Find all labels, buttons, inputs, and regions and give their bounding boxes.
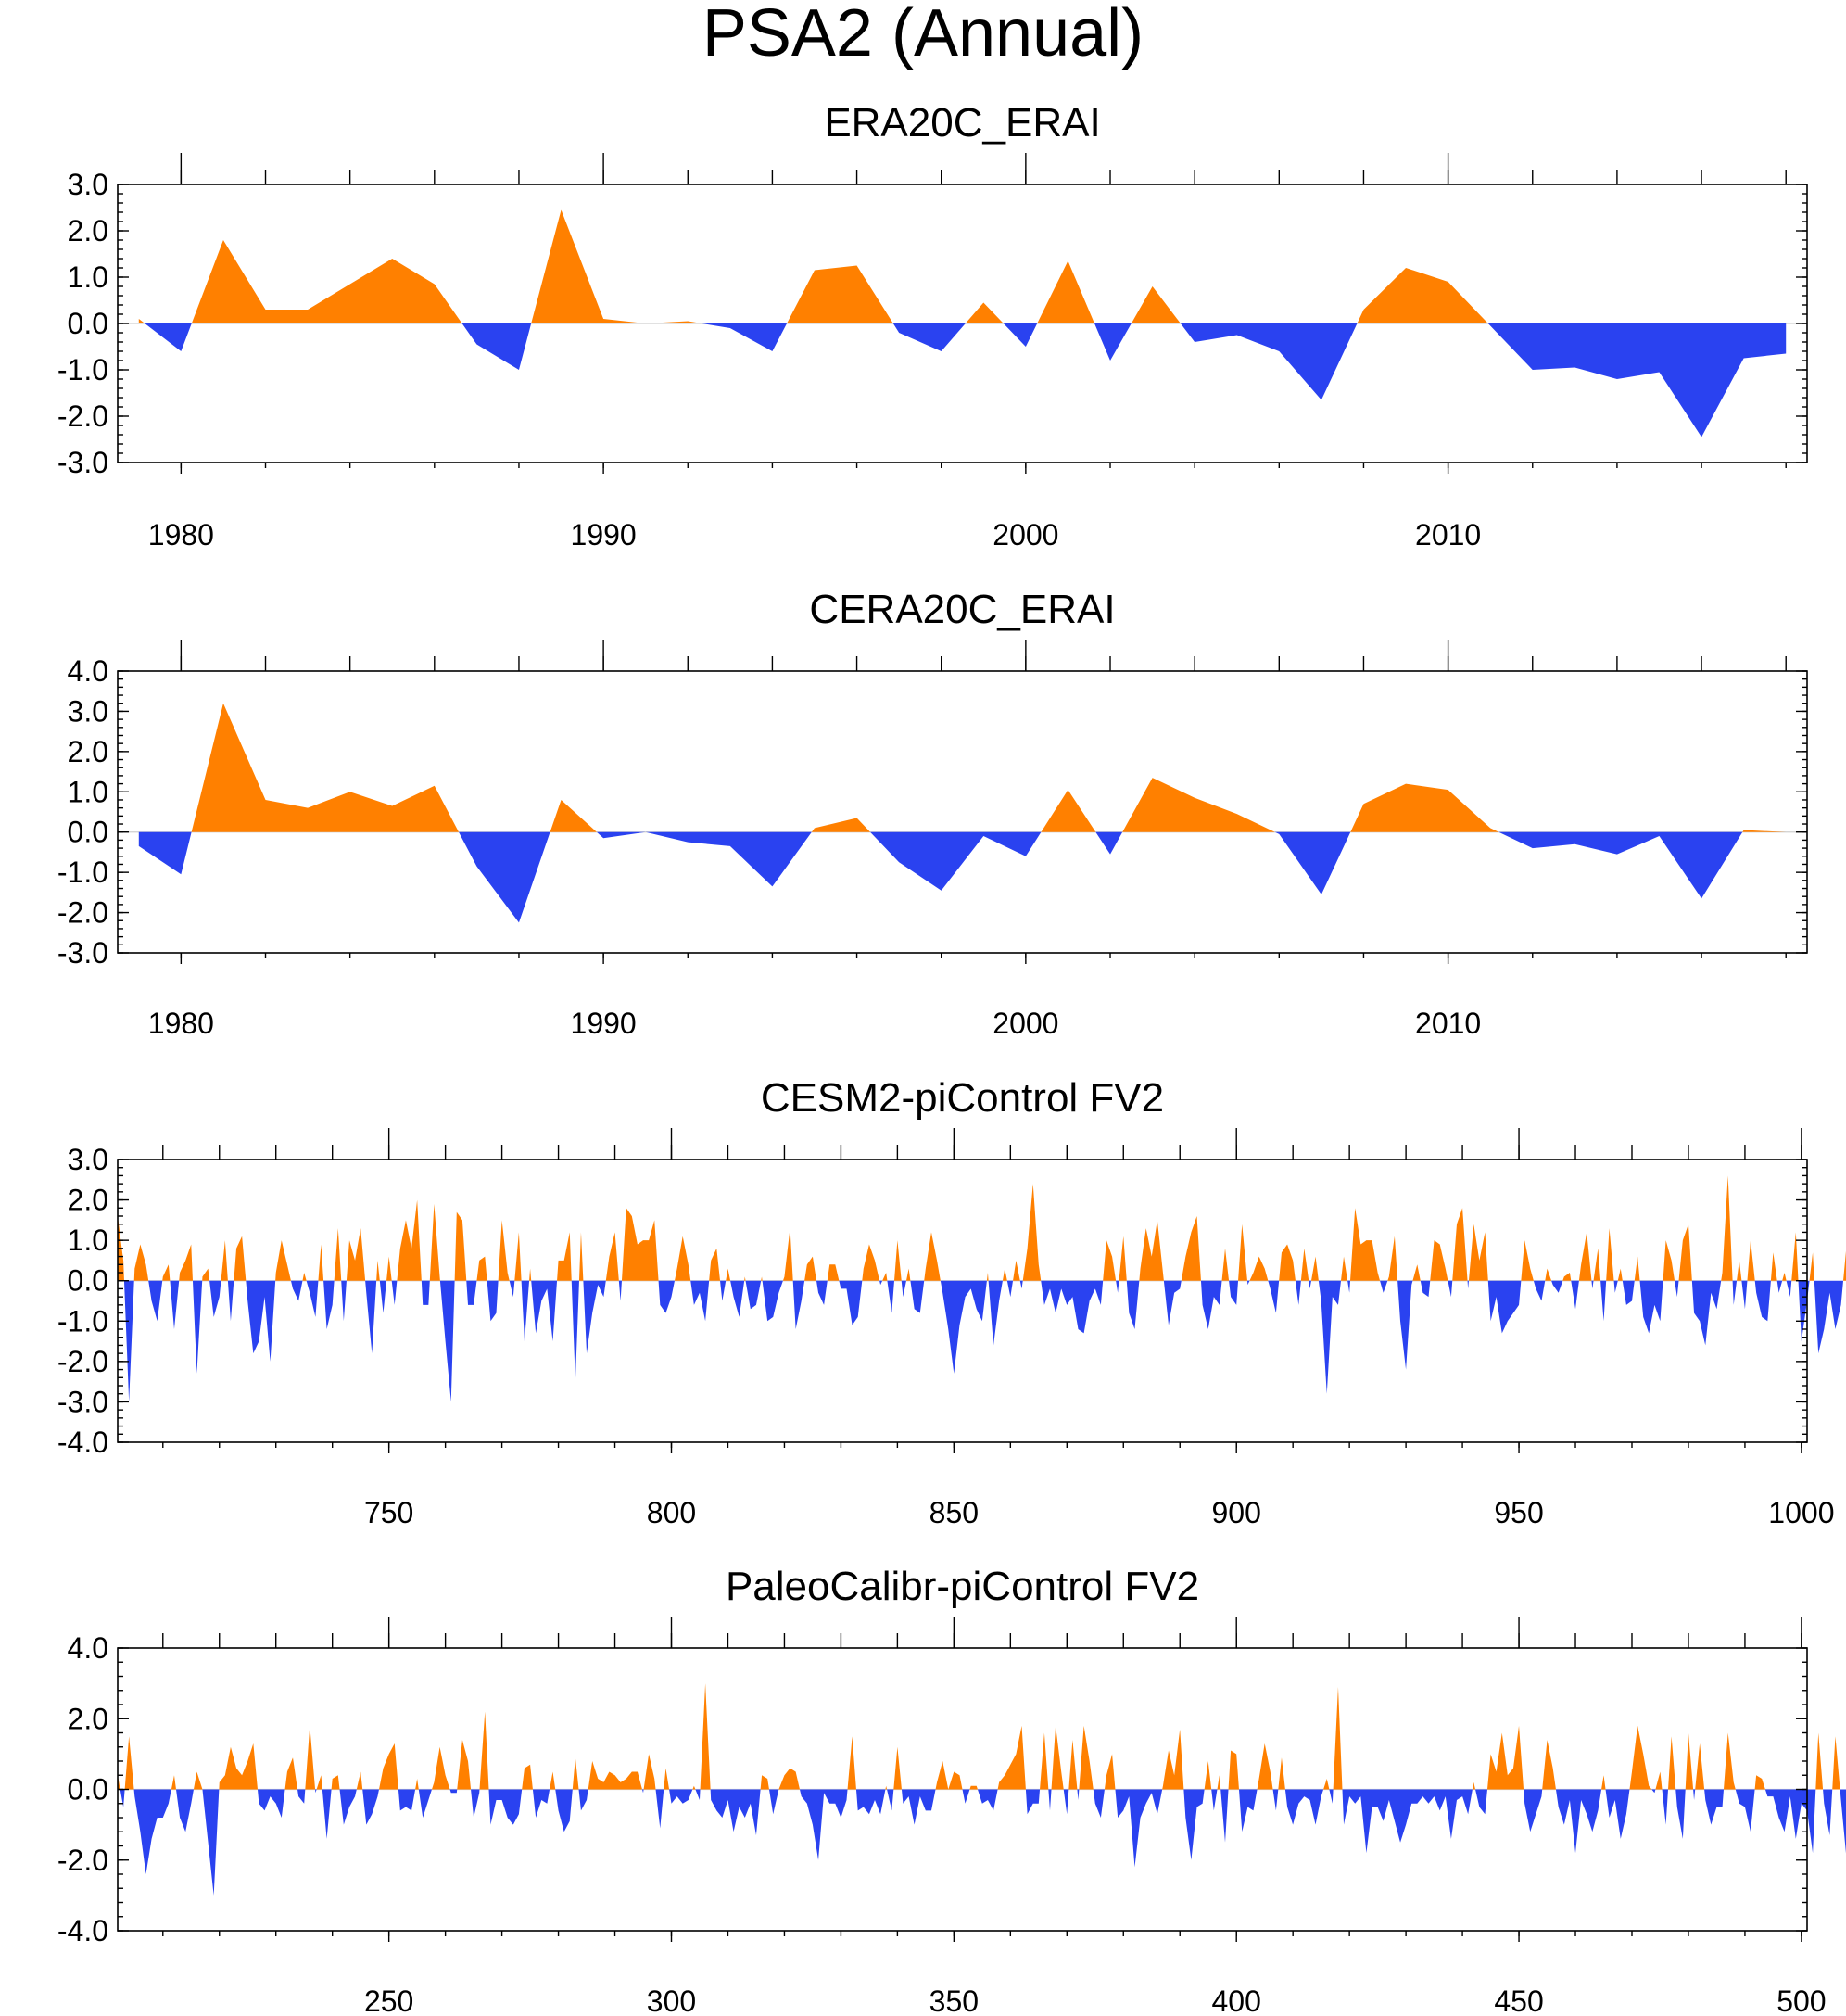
- x-tick-label: 450: [1494, 1984, 1543, 2016]
- y-tick-label: 4.0: [68, 1631, 108, 1665]
- negative-area: [120, 1789, 1846, 1896]
- y-tick-label: -3.0: [57, 1385, 108, 1418]
- y-tick-label: 1.0: [68, 260, 108, 294]
- y-tick-label: -1.0: [57, 353, 108, 387]
- negative-area: [145, 323, 1787, 437]
- y-tick-label: -2.0: [57, 896, 108, 930]
- positive-area: [138, 209, 1488, 323]
- positive-area: [118, 1683, 1840, 1790]
- negative-area: [138, 831, 1787, 923]
- x-tick-label: 2000: [993, 518, 1058, 552]
- panel-title: CESM2-piControl FV2: [761, 1075, 1164, 1121]
- y-tick-label: -2.0: [57, 1844, 108, 1877]
- y-tick-label: 3.0: [68, 694, 108, 728]
- y-tick-label: -3.0: [57, 446, 108, 479]
- x-tick-label: 2010: [1415, 1007, 1481, 1040]
- x-tick-label: 1980: [148, 518, 214, 552]
- y-tick-label: 0.0: [68, 816, 108, 849]
- y-tick-label: -4.0: [57, 1426, 108, 1459]
- positive-area: [118, 1175, 1846, 1281]
- y-tick-label: 2.0: [68, 1702, 108, 1735]
- panel-title: CERA20C_ERAI: [809, 587, 1115, 632]
- x-tick-label: 850: [929, 1496, 979, 1529]
- y-tick-label: 0.0: [68, 1773, 108, 1807]
- y-tick-label: 1.0: [68, 1224, 108, 1257]
- y-tick-label: 0.0: [68, 1264, 108, 1298]
- negative-area: [123, 1280, 1844, 1402]
- panel-2: CERA20C_ERAI 4.0 3.0 2.0 1.0 0.0 -1.0 -2.0 -3.0 1…: [57, 587, 1808, 1040]
- x-tick-label: 950: [1494, 1496, 1543, 1529]
- y-tick-label: 2.0: [68, 735, 108, 768]
- y-tick-label: 2.0: [68, 214, 108, 247]
- panel-4: PaleoCalibr-piControl FV2 4.0 2.0 0.0 -2.0 -4…: [57, 1564, 1846, 2016]
- y-tick-label: 4.0: [68, 654, 108, 688]
- y-tick-label: -1.0: [57, 856, 108, 889]
- x-tick-label: 2010: [1415, 518, 1481, 552]
- panel-title: ERA20C_ERAI: [824, 100, 1100, 146]
- y-tick-label: -4.0: [57, 1914, 108, 1947]
- y-tick-label: 3.0: [68, 1143, 108, 1176]
- x-tick-label: 1990: [571, 1007, 637, 1040]
- x-tick-label: 2000: [993, 1007, 1058, 1040]
- x-tick-label: 500: [1776, 1984, 1826, 2016]
- y-tick-label: 0.0: [68, 307, 108, 340]
- y-tick-label: -2.0: [57, 1345, 108, 1378]
- y-tick-label: -1.0: [57, 1304, 108, 1338]
- x-tick-label: 900: [1212, 1496, 1261, 1529]
- y-tick-label: 3.0: [68, 168, 108, 201]
- plot-frame: [117, 670, 1808, 954]
- positive-area: [191, 703, 1787, 832]
- x-tick-label: 750: [364, 1496, 413, 1529]
- x-tick-label: 1990: [571, 518, 637, 552]
- panel-title: PaleoCalibr-piControl FV2: [726, 1564, 1199, 1609]
- x-tick-label: 350: [929, 1984, 979, 2016]
- figure-title: PSA2 (Annual): [702, 0, 1144, 70]
- y-tick-label: -2.0: [57, 399, 108, 433]
- y-tick-label: -3.0: [57, 936, 108, 970]
- y-tick-label: 2.0: [68, 1184, 108, 1217]
- x-tick-label: 250: [364, 1984, 413, 2016]
- panel-3: CESM2-piControl FV2 3.0 2.0 1.0 0.0 -1.0 -2.0 -…: [57, 1075, 1846, 1529]
- x-tick-label: 800: [647, 1496, 696, 1529]
- panel-1: ERA20C_ERAI 3.0 2.0 1.0 0.0 -1.0 -2.0 -3.0 1980 1…: [57, 100, 1808, 552]
- y-tick-label: 1.0: [68, 775, 108, 808]
- x-tick-label: 400: [1212, 1984, 1261, 2016]
- plot-frame: [117, 1159, 1808, 1443]
- x-tick-label: 1980: [148, 1007, 214, 1040]
- x-tick-label: 300: [647, 1984, 696, 2016]
- x-tick-label: 1000: [1768, 1496, 1834, 1529]
